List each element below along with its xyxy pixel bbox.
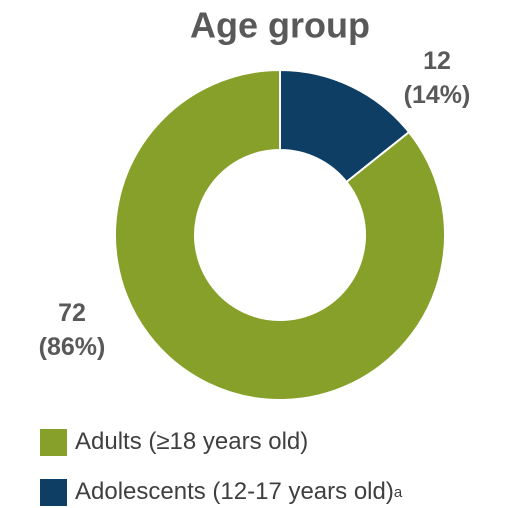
chart-title: Age group bbox=[190, 5, 370, 46]
value-label: 12 (14%) bbox=[403, 47, 471, 109]
legend-note: a bbox=[393, 483, 403, 501]
legend-item: Adults (≥18 years old) bbox=[40, 428, 308, 456]
value-label: 72 (86%) bbox=[38, 299, 106, 361]
legend-item: Adolescents (12-17 years old) a bbox=[40, 478, 402, 506]
legend-swatch bbox=[40, 478, 67, 506]
legend-label: Adolescents (12-17 years old) bbox=[75, 478, 394, 505]
donut-slice bbox=[114, 68, 446, 401]
legend-swatch bbox=[40, 428, 67, 456]
legend-label: Adults (≥18 years old) bbox=[75, 428, 309, 455]
